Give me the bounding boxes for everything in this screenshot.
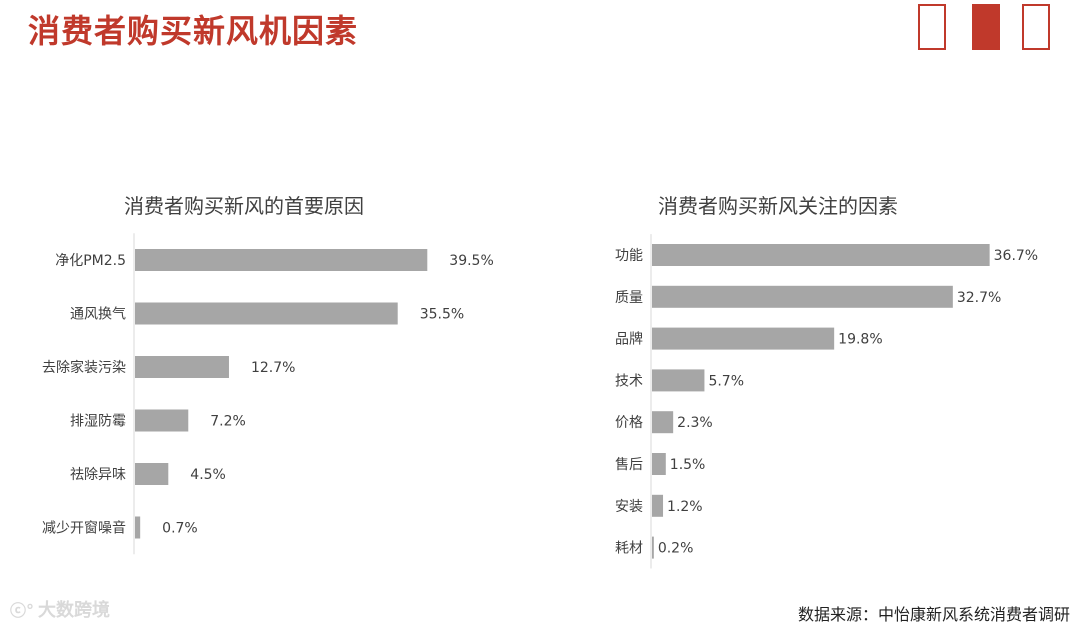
right-value-label-2: 32.7%: [957, 290, 1001, 306]
data-source-note: 数据来源：中怡康新风系统消费者调研: [797, 605, 1070, 624]
right-value-label-7: 1.2%: [667, 499, 703, 515]
right-bar-4: [652, 369, 705, 392]
right-bar-8: [652, 536, 654, 559]
watermark-logo-icon: ⓒ°: [10, 601, 35, 620]
right-bar-3: [652, 327, 835, 350]
left-bar-6: [135, 516, 141, 539]
left-value-label-4: 7.2%: [210, 414, 246, 430]
right-category-label-2: 质量: [615, 290, 643, 306]
left-bar-2: [135, 302, 398, 325]
right-category-label-3: 品牌: [615, 331, 643, 348]
watermark: ⓒ° 大数跨境: [10, 596, 110, 622]
left-bar-1: [135, 249, 428, 271]
left-category-label-2: 通风换气: [70, 306, 126, 323]
left-value-label-5: 4.5%: [190, 467, 226, 483]
right-value-label-5: 2.3%: [677, 415, 713, 431]
right-category-label-4: 技术: [615, 373, 643, 389]
watermark-text: 大数跨境: [38, 600, 111, 621]
right-bar-5: [652, 411, 674, 434]
chart-title-right: 消费者购买新风关注的因素: [658, 194, 898, 218]
right-bar-7: [652, 494, 664, 517]
left-bar-5: [135, 463, 169, 485]
right-value-label-4: 5.7%: [708, 373, 744, 389]
right-value-label-8: 0.2%: [658, 541, 694, 557]
right-category-label-7: 安装: [615, 499, 643, 515]
right-category-label-8: 耗材: [615, 541, 643, 557]
right-category-label-6: 售后: [615, 457, 643, 473]
right-value-label-1: 36.7%: [994, 248, 1038, 264]
right-category-label-1: 功能: [615, 248, 643, 264]
left-category-label-5: 祛除异味: [70, 467, 126, 483]
right-value-label-3: 19.8%: [838, 332, 882, 348]
left-category-label-3: 去除家装污染: [42, 359, 126, 376]
decorative-filled-block: [972, 4, 1000, 50]
left-category-label-4: 排湿防霉: [70, 414, 126, 430]
left-bar-3: [135, 356, 229, 378]
right-bar-2: [652, 285, 953, 308]
right-bar-1: [652, 244, 990, 266]
left-value-label-6: 0.7%: [162, 521, 198, 537]
right-value-label-6: 1.5%: [670, 457, 706, 473]
decorative-outline-block-right: [1022, 4, 1050, 50]
left-category-label-1: 净化PM2.5: [55, 253, 126, 269]
left-value-label-1: 39.5%: [449, 253, 493, 269]
decorative-outline-block-left: [918, 4, 946, 50]
right-category-label-5: 价格: [615, 415, 643, 431]
left-category-label-6: 减少开窗噪音: [42, 520, 126, 537]
left-value-label-3: 12.7%: [251, 360, 295, 376]
chart-title-left: 消费者购买新风的首要原因: [124, 194, 364, 218]
left-value-label-2: 35.5%: [420, 307, 464, 323]
left-bar-4: [135, 409, 189, 432]
right-bar-6: [652, 453, 666, 475]
page-title: 消费者购买新风机因素: [28, 12, 359, 50]
